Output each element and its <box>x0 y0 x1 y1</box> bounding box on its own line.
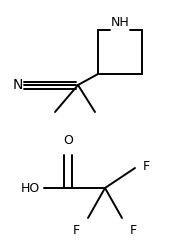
Text: HO: HO <box>20 182 40 195</box>
Text: F: F <box>143 159 150 173</box>
Text: N: N <box>13 78 23 92</box>
Text: F: F <box>130 224 137 237</box>
Text: O: O <box>63 134 73 147</box>
Text: NH: NH <box>111 16 129 29</box>
Text: F: F <box>73 224 80 237</box>
